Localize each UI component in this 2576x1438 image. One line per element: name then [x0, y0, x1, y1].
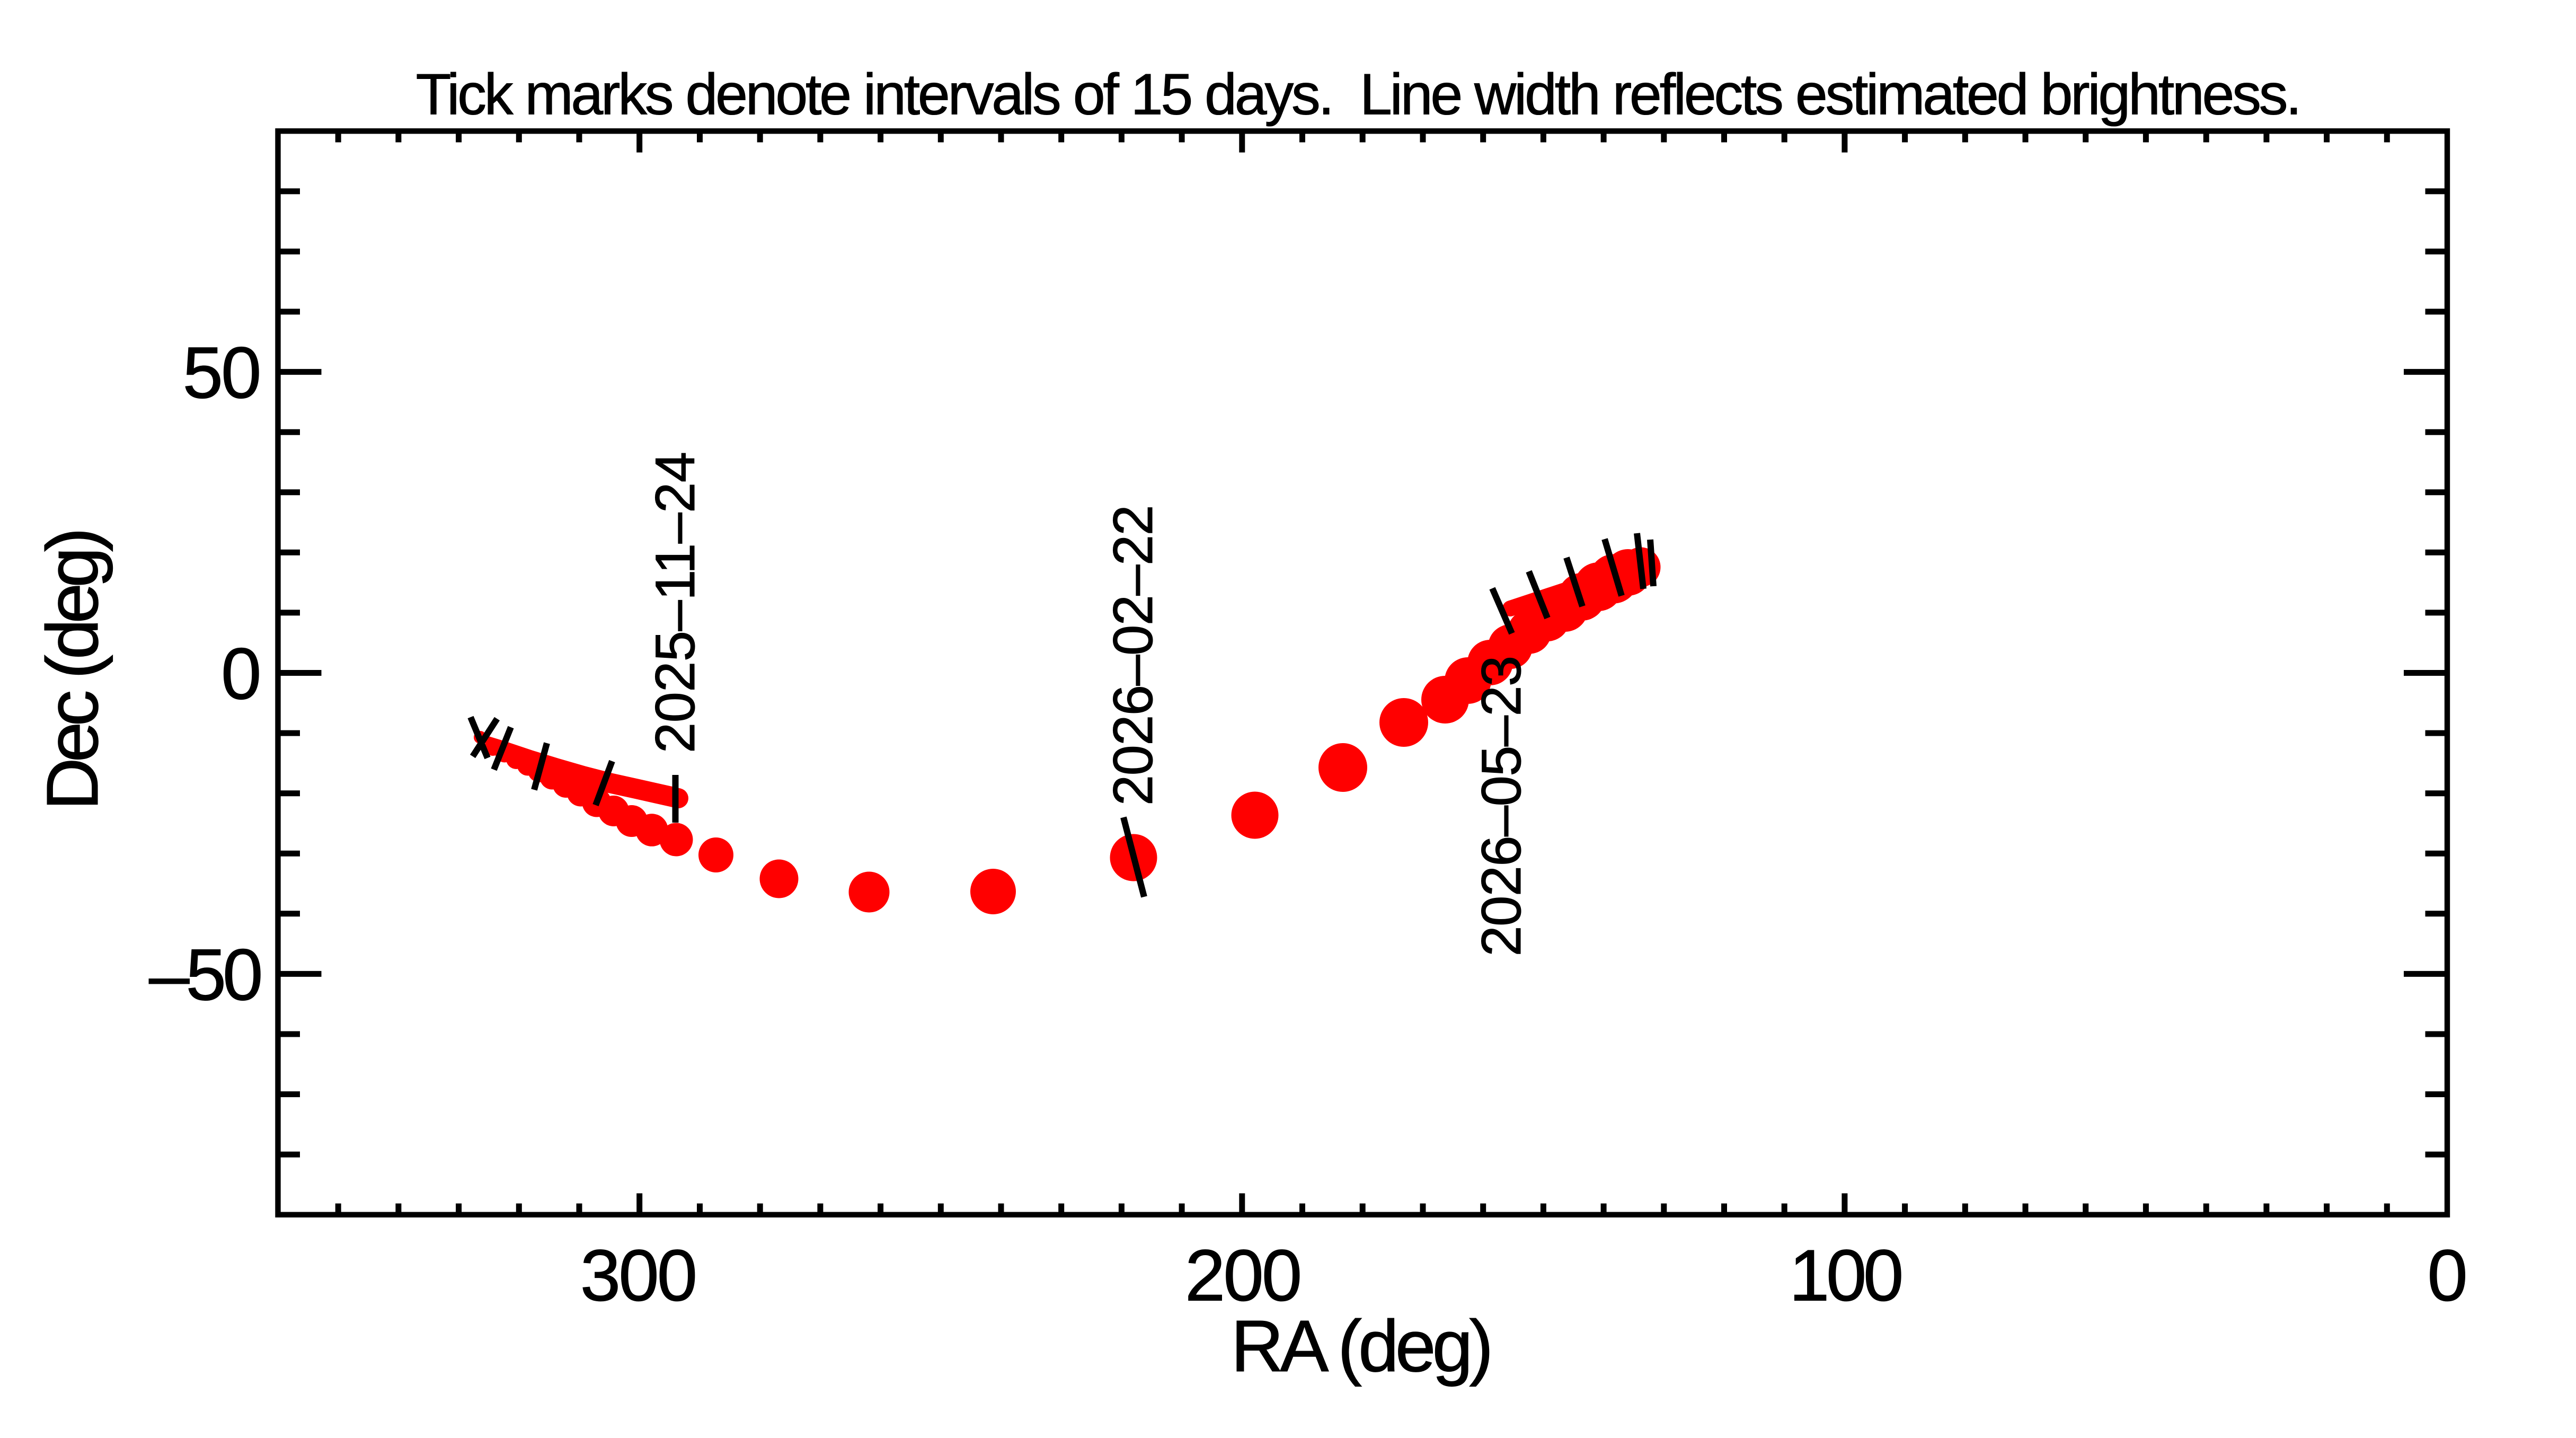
svg-text:50: 50	[183, 332, 260, 413]
svg-text:Tick marks denote intervals of: Tick marks denote intervals of 15 days. …	[416, 63, 2300, 127]
svg-text:Dec (deg): Dec (deg)	[32, 532, 113, 810]
svg-text:100: 100	[1789, 1236, 1901, 1317]
svg-text:200: 200	[1185, 1236, 1300, 1317]
svg-text:300: 300	[580, 1236, 695, 1317]
svg-text:2026–02–22: 2026–02–22	[1102, 506, 1164, 806]
svg-text:0: 0	[221, 633, 259, 714]
svg-text:–50: –50	[149, 934, 261, 1016]
svg-text:2026–05–23: 2026–05–23	[1471, 656, 1533, 956]
svg-text:2025–11–24: 2025–11–24	[644, 452, 706, 753]
svg-text:RA (deg): RA (deg)	[1231, 1305, 1490, 1387]
svg-text:0: 0	[2427, 1236, 2465, 1317]
